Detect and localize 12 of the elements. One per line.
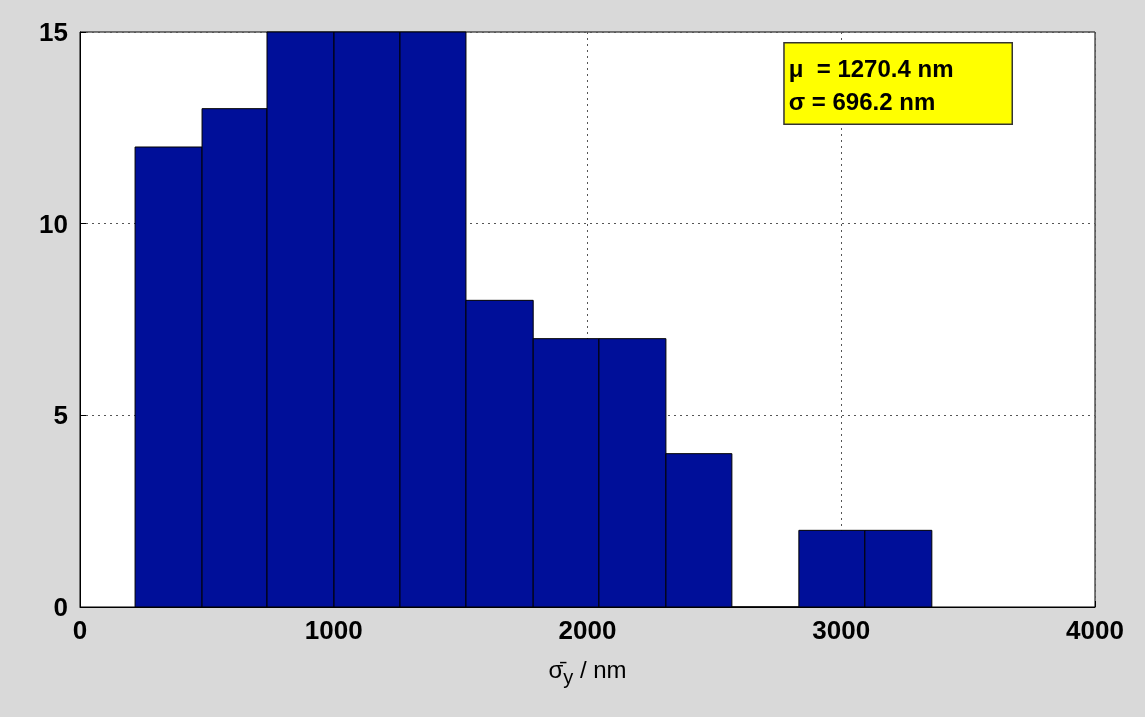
x-tick-label: 2000 [558, 615, 617, 645]
y-tick-label: 10 [39, 208, 68, 239]
y-tick-label: 5 [53, 400, 68, 431]
x-axis-title: σ̄$_{y}$ / nm [547, 656, 628, 689]
x-tick-label: 0 [72, 615, 88, 645]
annotation: μ = 1270.4 nm [788, 54, 954, 82]
x-tick-label: 1000 [304, 615, 363, 645]
y-tick-label: 0 [53, 592, 68, 622]
x-tick-label: 3000 [812, 615, 871, 645]
y-tick-label: 15 [39, 17, 68, 47]
x-tick-label: 4000 [1066, 615, 1124, 645]
annotation: σ = 696.2 nm [788, 87, 936, 115]
